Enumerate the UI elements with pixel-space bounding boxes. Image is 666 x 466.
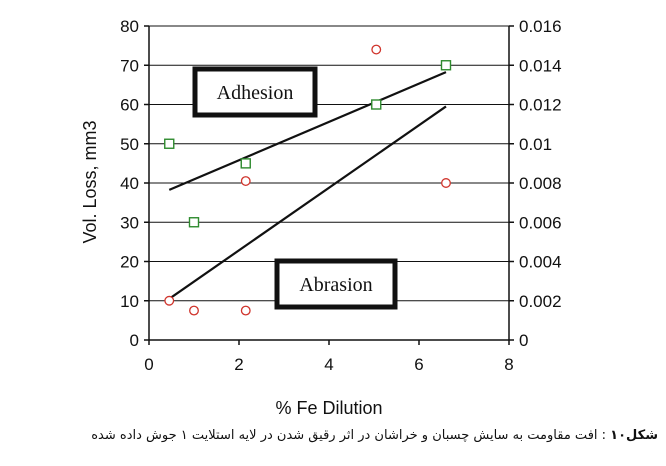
y-tick-label: 30 (120, 213, 139, 232)
chart: 0102030405060708000.0020.0040.0060.0080.… (80, 17, 562, 418)
y-tick-label: 20 (120, 253, 139, 272)
y2-tick-label: 0.012 (519, 96, 562, 115)
x-tick-label: 6 (414, 355, 423, 374)
tick-labels: 0102030405060708000.0020.0040.0060.0080.… (120, 17, 561, 374)
adhesion-trendline (168, 71, 447, 191)
y2-tick-label: 0.002 (519, 292, 562, 311)
abrasion-point (189, 305, 199, 316)
figure-caption: شکل۱۰ : افت مقاومت به سایش چسبان و خراشا… (8, 428, 658, 443)
adhesion-point (188, 217, 200, 228)
adhesion-point (440, 60, 452, 71)
x-tick-label: 4 (324, 355, 333, 374)
abrasion-trendline (168, 105, 447, 300)
abrasion-point (371, 44, 382, 55)
y-tick-label: 0 (130, 331, 139, 350)
adhesion-point (164, 138, 175, 149)
y2-tick-label: 0 (519, 331, 528, 350)
abrasion-point (441, 178, 451, 188)
y-tick-label: 50 (120, 135, 139, 154)
x-tick-label: 2 (234, 355, 243, 374)
x-tick-label: 0 (144, 355, 153, 374)
caption-text: : افت مقاومت به سایش چسبان و خراشان در ا… (91, 428, 611, 443)
adhesion-annotation-box (192, 66, 318, 118)
data-points (164, 44, 452, 316)
caption-label: شکل۱۰ (610, 428, 658, 443)
abrasion-point (240, 176, 251, 186)
adhesion-point (240, 158, 251, 169)
trendlines (168, 71, 447, 300)
abrasion-annotation: Abrasion (274, 258, 398, 310)
y-tick-label: 40 (120, 174, 139, 193)
abrasion-annotation-box (274, 258, 398, 310)
y2-tick-label: 0.014 (519, 56, 562, 75)
y2-tick-label: 0.006 (519, 213, 562, 232)
x-axis-title: % Fe Dilution (275, 398, 382, 418)
y-tick-label: 70 (120, 56, 139, 75)
y-tick-label: 10 (120, 292, 139, 311)
x-tick-label: 8 (504, 355, 513, 374)
y2-tick-label: 0.01 (519, 135, 552, 154)
y-tick-label: 60 (120, 96, 139, 115)
adhesion-annotation: Adhesion (192, 66, 318, 118)
abrasion-annotation-text: Abrasion (299, 274, 372, 296)
y-tick-label: 80 (120, 17, 139, 36)
y2-tick-label: 0.004 (519, 253, 562, 272)
abrasion-point (240, 305, 251, 316)
adhesion-point (371, 99, 382, 110)
y-axis-title: Vol. Loss, mm3 (80, 120, 100, 243)
y2-tick-label: 0.008 (519, 174, 562, 193)
axes (144, 25, 514, 345)
adhesion-annotation-text: Adhesion (217, 82, 294, 104)
y2-tick-label: 0.016 (519, 17, 562, 36)
abrasion-point (164, 295, 175, 306)
